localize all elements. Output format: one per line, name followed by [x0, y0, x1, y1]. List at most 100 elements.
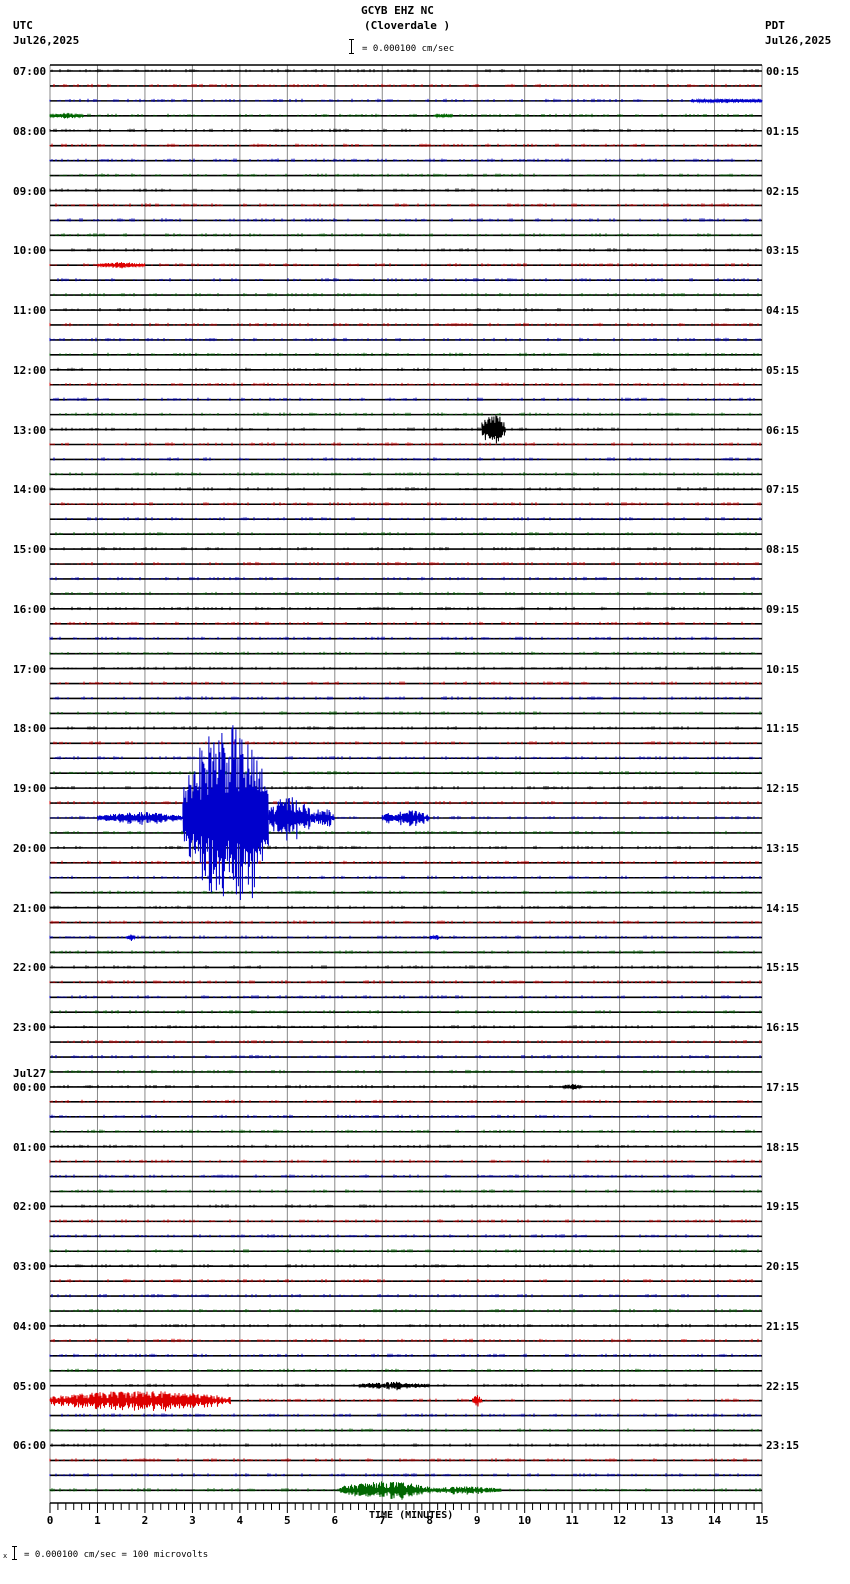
trace-noise: [51, 233, 761, 237]
x-tick-label: 7: [379, 1514, 386, 1527]
x-tick-label: 4: [237, 1514, 244, 1527]
trace-noise: [55, 517, 761, 521]
x-tick-label: 9: [474, 1514, 481, 1527]
trace-noise: [59, 412, 761, 416]
left-utc-hour-label: 06:00: [13, 1439, 47, 1453]
trace-noise: [53, 890, 759, 894]
trace-noise: [49, 726, 759, 730]
trace-noise: [49, 681, 761, 685]
right-pdt-hour-label: 10:15: [766, 662, 800, 676]
x-tick-label: 8: [426, 1514, 433, 1527]
trace-noise: [49, 547, 759, 551]
trace-noise: [55, 203, 761, 207]
seismic-event-trace: [310, 809, 336, 827]
trace-noise: [49, 711, 761, 715]
left-utc-hour-label: 14:00: [13, 483, 47, 497]
trace-noise: [49, 1144, 761, 1148]
seismic-event-trace: [381, 810, 431, 827]
station-location: (Cloverdale ): [364, 19, 451, 32]
right-pdt-hour-label: 23:15: [766, 1439, 800, 1453]
right-pdt-hour-label: 18:15: [766, 1140, 800, 1154]
right-pdt-hour-label: 13:15: [766, 841, 800, 855]
seismic-event-trace: [358, 1381, 431, 1391]
right-pdt-hour-label: 11:15: [766, 722, 800, 736]
trace-noise: [51, 1054, 761, 1059]
trace-noise: [53, 457, 759, 461]
left-utc-hour-label: 01:00: [13, 1140, 47, 1154]
trace-noise: [49, 382, 759, 386]
trace-noise: [53, 741, 757, 745]
trace-noise: [49, 1413, 761, 1417]
right-pdt-hour-label: 22:15: [766, 1379, 800, 1393]
seismic-event-trace: [339, 1481, 431, 1500]
left-utc-hour-label: 21:00: [13, 901, 47, 915]
trace-noise: [49, 875, 761, 879]
seismic-event-trace: [96, 262, 146, 269]
left-utc-hour-label: 05:00: [13, 1379, 47, 1393]
seismic-event-trace: [433, 112, 454, 119]
footer-scale-cap-top: [12, 1546, 17, 1547]
seismic-event-trace: [267, 797, 312, 841]
seismic-event-trace: [49, 1391, 231, 1412]
trace-noise: [51, 591, 761, 596]
right-pdt-hour-label: 04:15: [766, 304, 800, 318]
right-pdt-hour-label: 14:15: [766, 901, 800, 915]
left-utc-hour-label: 19:00: [13, 782, 47, 796]
trace-noise: [49, 1338, 761, 1343]
left-timezone: UTC: [13, 19, 33, 32]
trace-noise: [49, 1174, 761, 1178]
left-utc-hour-label: 07:00: [13, 65, 47, 78]
scale-bar-icon: [351, 39, 352, 54]
trace-noise: [49, 472, 759, 476]
right-pdt-hour-label: 03:15: [766, 244, 800, 258]
trace-noise: [49, 666, 759, 670]
trace-noise: [49, 442, 761, 446]
footer-scale-bar-icon: [14, 1546, 15, 1560]
scale-bar-cap-top: [349, 39, 354, 40]
right-pdt-hour-label: 09:15: [766, 602, 800, 616]
left-utc-hour-label: 04:00: [13, 1319, 47, 1333]
trace-noise: [53, 1204, 761, 1208]
left-utc-hour-label: 13:00: [13, 423, 47, 437]
footer-prefix: x: [3, 1552, 8, 1560]
trace-noise: [49, 158, 761, 162]
left-utc-hour-label: 15:00: [13, 543, 47, 557]
left-utc-hour-label: 09:00: [13, 184, 47, 198]
trace-noise: [51, 1084, 753, 1089]
right-pdt-hour-label: 12:15: [766, 782, 800, 796]
x-axis-label: TIME (MINUTES): [369, 1510, 454, 1521]
left-utc-hour-label: 10:00: [13, 244, 47, 258]
trace-noise: [49, 1264, 757, 1268]
left-utc-hour-label: 03:00: [13, 1260, 47, 1274]
trace-noise: [49, 352, 761, 357]
trace-noise: [51, 1010, 761, 1014]
right-timezone: PDT: [765, 19, 785, 32]
trace-noise: [57, 278, 761, 282]
trace-noise: [51, 1294, 759, 1298]
trace-noise: [53, 293, 761, 297]
trace-noise: [49, 1249, 759, 1253]
seismic-event-trace: [429, 1486, 502, 1495]
left-utc-hour-label: 20:00: [13, 841, 47, 855]
trace-noise: [49, 1159, 761, 1163]
trace-noise: [49, 1114, 761, 1118]
seismic-event-trace: [182, 725, 269, 901]
x-tick-label: 14: [708, 1514, 722, 1527]
trace-noise: [49, 651, 757, 655]
trace-noise: [51, 218, 761, 222]
right-pdt-hour-label: 17:15: [766, 1080, 800, 1094]
trace-noise: [49, 248, 759, 252]
trace-noise: [49, 995, 761, 999]
trace-noise: [49, 965, 759, 969]
trace-noise: [49, 920, 761, 924]
right-pdt-hour-label: 20:15: [766, 1260, 800, 1274]
right-pdt-hour-label: 08:15: [766, 543, 800, 557]
trace-noise: [49, 337, 761, 342]
trace-noise: [49, 1069, 761, 1074]
trace-noise: [53, 696, 761, 700]
trace-noise: [49, 143, 757, 147]
trace-noise: [49, 1219, 761, 1223]
trace-noise: [49, 487, 759, 491]
trace-noise: [49, 502, 761, 506]
trace-noise: [51, 1189, 761, 1193]
